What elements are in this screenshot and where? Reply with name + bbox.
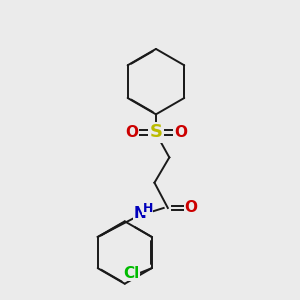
Text: O: O — [184, 200, 197, 215]
Text: N: N — [133, 206, 146, 221]
Text: O: O — [174, 125, 187, 140]
Text: S: S — [149, 123, 162, 141]
Text: O: O — [125, 125, 138, 140]
Text: Cl: Cl — [124, 266, 140, 281]
Text: H: H — [142, 202, 153, 215]
